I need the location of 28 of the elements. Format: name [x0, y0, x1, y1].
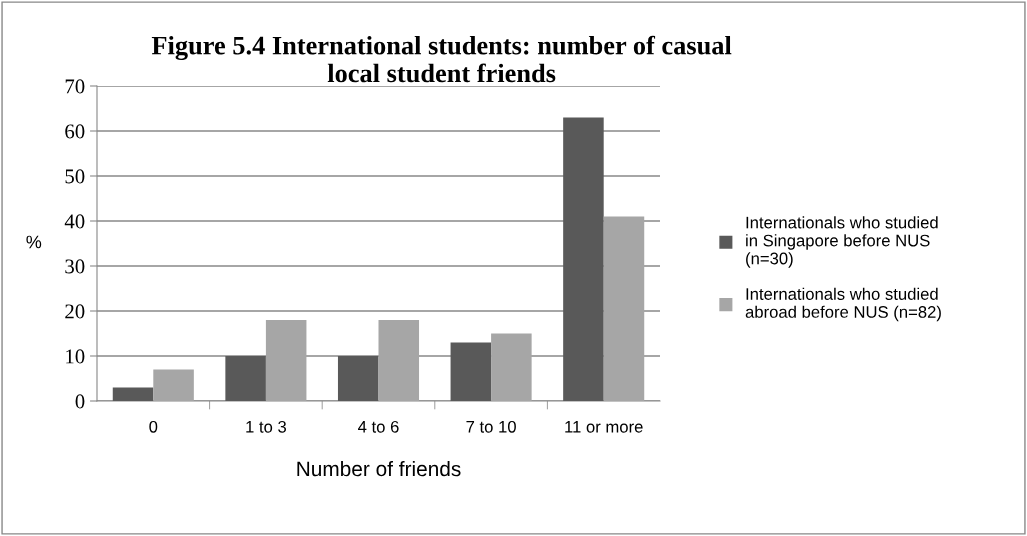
legend-label: Internationals who studied abroad before NUS (n=82) [745, 287, 941, 322]
y-tick-label: 30 [65, 259, 85, 274]
bar [491, 333, 532, 401]
legend-label: Internationals who studied in Singapore before NUS (n=30) [746, 216, 938, 268]
bar [337, 356, 379, 401]
bar [225, 356, 266, 401]
y-tick-label: 20 [65, 304, 85, 319]
bar [153, 369, 194, 401]
y-tick-label: 70 [65, 79, 85, 94]
y-tick-label: 50 [65, 169, 85, 184]
bar [265, 320, 307, 401]
x-tick-label: 11 or more [565, 421, 643, 433]
bar [563, 117, 604, 401]
bar [378, 320, 420, 401]
y-axis-title: % [26, 235, 42, 249]
y-tick-label: 0 [75, 394, 85, 409]
bar [112, 387, 154, 401]
bar [450, 342, 492, 401]
chart-title: Figure 5.4 International students: number of casual local student friends [151, 35, 732, 83]
y-tick-label: 10 [66, 349, 85, 364]
x-axis-title: Number of friends [297, 460, 461, 477]
bar [603, 216, 645, 401]
y-tick-label: 60 [65, 124, 85, 139]
y-tick-label: 40 [64, 214, 85, 229]
x-tick-label: 1 to 3 [246, 420, 287, 433]
x-tick-label: 4 to 6 [358, 420, 399, 433]
x-tick-label: 0 [149, 420, 158, 433]
x-tick-label: 7 to 10 [466, 420, 516, 433]
